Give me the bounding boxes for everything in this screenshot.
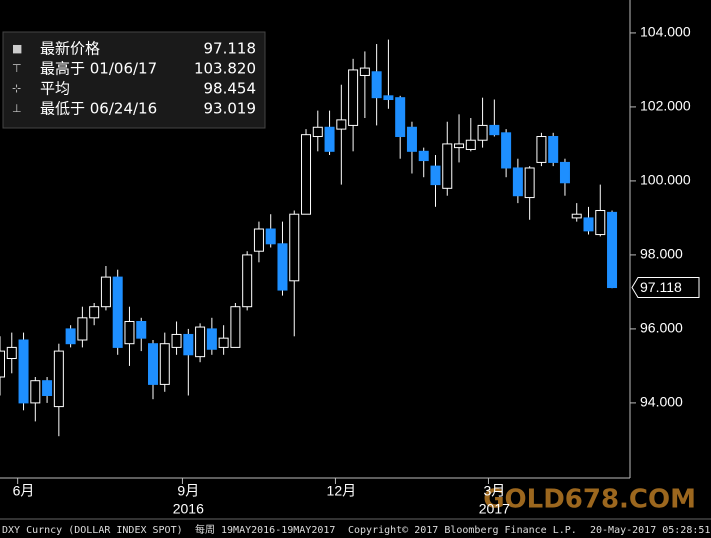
candle-body: [242, 254, 253, 308]
candle-body: [348, 69, 359, 126]
candle-body: [195, 326, 206, 358]
candle-body: [442, 143, 453, 189]
footer-text: DXY Curncy (DOLLAR INDEX SPOT): [2, 525, 183, 536]
candle-body: [454, 143, 465, 149]
candle-body: [277, 243, 288, 291]
legend-icon: ⊥: [12, 102, 22, 115]
x-tick-label: 6月: [13, 483, 35, 499]
candle-body: [406, 126, 417, 152]
candle-body: [18, 339, 29, 404]
watermark: GOLD678.COM: [483, 485, 696, 515]
legend-label: 最低于 06/24/16: [40, 100, 157, 118]
y-tick-label: 98.000: [640, 246, 683, 262]
candle-body: [171, 333, 182, 348]
candle-body: [430, 165, 441, 186]
y-tick-label: 104.000: [640, 24, 691, 40]
candle-body: [359, 67, 370, 76]
candle-body: [595, 210, 606, 236]
candle-body: [89, 306, 100, 319]
legend-label: 最新价格: [40, 40, 100, 58]
legend-value: 103.820: [194, 60, 256, 78]
candle-body: [477, 124, 488, 141]
candle-body: [159, 343, 170, 385]
candle-body: [124, 321, 135, 345]
footer: DXY Curncy (DOLLAR INDEX SPOT) 每周 19MAY20…: [2, 523, 710, 536]
candle-body: [383, 95, 394, 101]
y-tick-label: 96.000: [640, 320, 683, 336]
candle-body: [571, 213, 582, 219]
x-tick-label: 3月: [483, 483, 505, 499]
legend-value: 98.454: [204, 80, 257, 98]
legend-icon: ⊹: [12, 82, 21, 95]
candle-body: [100, 276, 111, 308]
candle-body: [418, 150, 429, 162]
plot-area: [0, 39, 618, 437]
x-tick-label: 12月: [327, 483, 357, 499]
candle-body: [136, 321, 147, 339]
last-price-tag: [631, 277, 700, 299]
footer-text: 每周 19MAY2016-19MAY2017: [195, 523, 335, 536]
candle-body: [312, 126, 323, 138]
candle-body: [183, 333, 194, 356]
candle-body: [465, 139, 476, 150]
legend-icon: ■: [12, 42, 22, 55]
x-year-label: 2016: [173, 501, 204, 517]
candle-body: [512, 167, 523, 197]
candle-body: [148, 343, 159, 385]
candle-body: [6, 346, 17, 360]
y-tick-label: 102.000: [640, 98, 691, 114]
candle-body: [324, 126, 335, 152]
x-tick-label: 9月: [177, 483, 199, 499]
candle-body: [583, 217, 594, 232]
candle-body: [371, 71, 382, 99]
candle-body: [206, 328, 217, 350]
candle-body: [265, 228, 276, 245]
legend-label: 最高于 01/06/17: [40, 60, 157, 78]
candle-body: [524, 167, 535, 199]
candle-body: [289, 213, 300, 282]
legend: ■ 最新价格 97.118 ⊤ 最高于 01/06/17 103.820 ⊹ 平均 98.454…: [2, 31, 266, 129]
candle-body: [489, 124, 500, 136]
legend-label: 平均: [40, 80, 70, 98]
candle-body: [112, 276, 123, 348]
candle-body: [53, 350, 64, 408]
legend-icon: ⊤: [12, 62, 22, 75]
last-price-label: 97.118: [640, 279, 682, 295]
candle-body: [301, 134, 312, 215]
candle-body: [42, 380, 53, 396]
legend-box: [2, 31, 266, 129]
candle-body: [501, 132, 512, 169]
candle-body: [77, 317, 88, 341]
x-year-label: 2017: [479, 501, 510, 517]
candle-body: [607, 211, 618, 289]
candle-body: [559, 161, 570, 184]
legend-value: 93.019: [204, 100, 257, 118]
candle-body: [65, 328, 76, 345]
candle-body: [30, 380, 41, 404]
candle-body: [230, 306, 241, 348]
footer-text: 20-May-2017 05:28:51: [590, 525, 710, 536]
footer-text: Copyright© 2017 Bloomberg Finance L.P.: [348, 525, 577, 536]
candle-body: [395, 97, 406, 138]
y-tick-label: 94.000: [640, 394, 683, 410]
legend-value: 97.118: [204, 40, 257, 58]
candle-body: [548, 136, 559, 163]
candle-body: [218, 337, 229, 348]
candle-body: [253, 228, 264, 252]
y-tick-label: 100.000: [640, 172, 691, 188]
candle-body: [336, 119, 347, 130]
candle-body: [536, 136, 547, 163]
candle-body: [0, 350, 5, 378]
